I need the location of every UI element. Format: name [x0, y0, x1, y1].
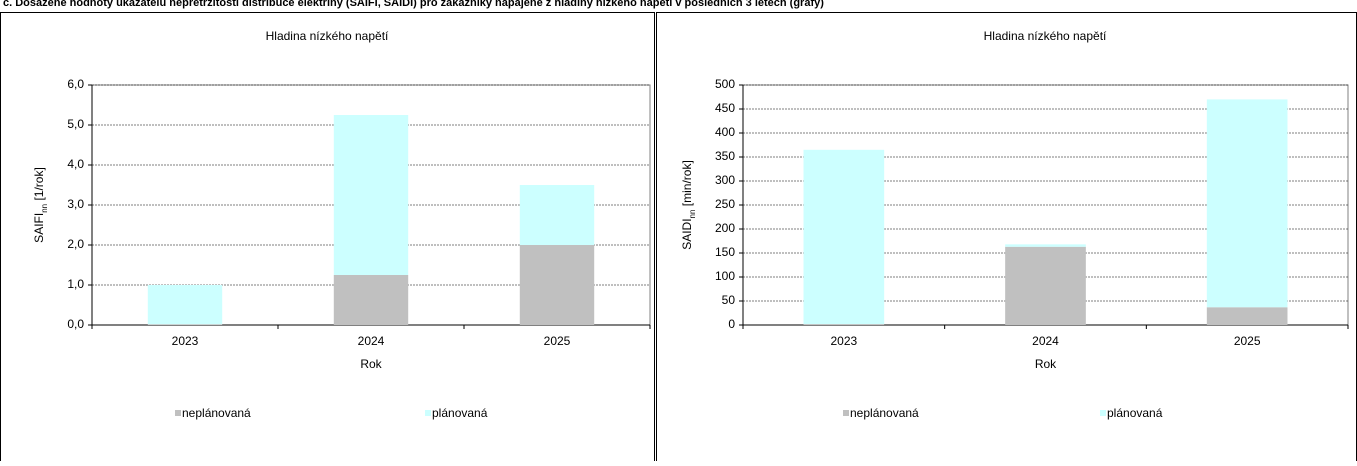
- y-tick-label: 450: [715, 101, 735, 115]
- y-tick-label: 1,0: [67, 277, 84, 291]
- y-tick-label: 0: [728, 317, 735, 331]
- legend-label: neplánovaná: [182, 406, 251, 420]
- y-axis-label-part: nn: [688, 210, 697, 219]
- y-axis-label-part: nn: [40, 204, 49, 213]
- legend-swatch: [1100, 410, 1106, 416]
- chart-title: Hladina nízkého napětí: [984, 29, 1107, 43]
- y-tick-label: 5,0: [67, 117, 84, 131]
- x-tick-label: 2025: [544, 334, 571, 348]
- bar-segment: [147, 285, 223, 325]
- bar-segment: [333, 115, 409, 275]
- legend-label: plánovaná: [432, 406, 488, 420]
- legend-swatch: [175, 410, 181, 416]
- y-axis-label-part: SAIDI: [680, 218, 694, 249]
- legend-swatch: [843, 410, 849, 416]
- y-axis-label-part: [1/rok]: [32, 167, 46, 204]
- bar-segment: [1005, 244, 1086, 247]
- y-tick-label: 500: [715, 77, 735, 91]
- bar-segment: [803, 324, 885, 325]
- chart-title: Hladina nízkého napětí: [266, 29, 389, 43]
- page-title: c. Dosažené hodnoty ukazatelů nepřetržit…: [3, 0, 824, 9]
- x-axis-label: Rok: [360, 357, 382, 371]
- bar-segment: [147, 324, 223, 325]
- bar-segment: [1206, 99, 1288, 308]
- bar-segment: [1206, 307, 1288, 325]
- y-tick-label: 150: [715, 245, 735, 259]
- y-tick-label: 0,0: [67, 317, 84, 331]
- y-tick-label: 3,0: [67, 197, 84, 211]
- y-tick-label: 4,0: [67, 157, 84, 171]
- y-axis-label: SAIFInn [1/rok]: [32, 167, 48, 243]
- bar-segment: [803, 149, 885, 325]
- y-tick-label: 50: [722, 293, 736, 307]
- x-tick-label: 2025: [1234, 334, 1261, 348]
- y-tick-label: 2,0: [67, 237, 84, 251]
- y-tick-label: 100: [715, 269, 735, 283]
- x-tick-label: 2023: [830, 334, 857, 348]
- bar-segment: [333, 275, 409, 325]
- x-tick-label: 2023: [172, 334, 199, 348]
- y-tick-label: 6,0: [67, 77, 84, 91]
- x-axis-label: Rok: [1035, 357, 1057, 371]
- bar-segment: [519, 185, 595, 245]
- y-axis-label: SAIDInn [min/rok]: [680, 160, 696, 250]
- y-tick-label: 200: [715, 221, 735, 235]
- legend-swatch: [425, 410, 431, 416]
- y-axis-label-part: SAIFI: [32, 213, 46, 243]
- y-tick-label: 350: [715, 149, 735, 163]
- x-tick-label: 2024: [358, 334, 385, 348]
- y-tick-label: 250: [715, 197, 735, 211]
- bar-segment: [1005, 246, 1086, 325]
- legend-label: plánovaná: [1107, 406, 1163, 420]
- y-tick-label: 300: [715, 173, 735, 187]
- legend-label: neplánovaná: [850, 406, 919, 420]
- y-axis-label-part: [min/rok]: [680, 160, 694, 209]
- x-tick-label: 2024: [1032, 334, 1059, 348]
- bar-segment: [519, 245, 595, 325]
- y-tick-label: 400: [715, 125, 735, 139]
